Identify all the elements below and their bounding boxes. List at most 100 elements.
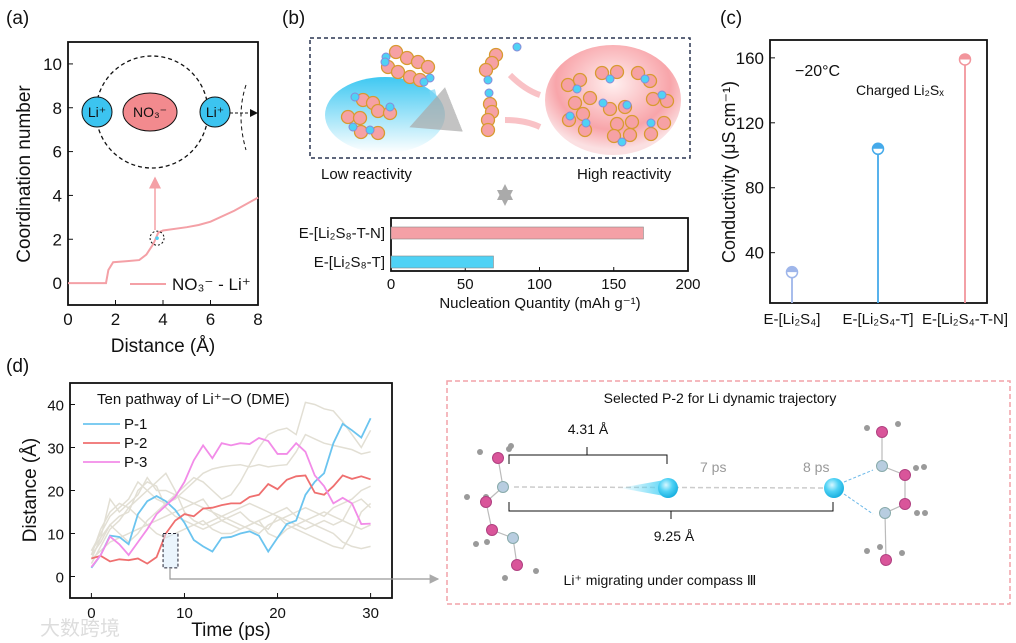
high-reactivity-label: High reactivity: [577, 166, 672, 183]
motion-trail: [620, 479, 670, 497]
reactivity-scheme: Low reactivity High reactivity: [309, 37, 691, 206]
x-tick-label: 20: [269, 605, 286, 622]
marker-half-fill: [786, 266, 798, 273]
hydrogen-atom: [877, 544, 883, 550]
hydrogen-atom: [922, 510, 928, 516]
lithium-bead: [605, 74, 615, 84]
sulfur-bead: [643, 126, 659, 142]
lithium-bead: [581, 118, 591, 128]
trajectory-path: [513, 486, 831, 489]
lithium-bead: [640, 74, 650, 84]
lithium-bead: [598, 98, 608, 108]
lithium-bead: [350, 92, 360, 102]
x-axis-label: Time (ps): [191, 620, 271, 641]
plot-frame: [69, 382, 393, 599]
x-tick-label: 4: [158, 310, 167, 329]
y-tick-label: 2: [53, 230, 62, 249]
hydrogen-atom: [899, 550, 905, 556]
lithium-bead: [419, 77, 429, 87]
sulfur-bead: [656, 115, 672, 131]
y-tick-label: 80: [745, 179, 764, 198]
other-pathway-line: [90, 511, 371, 560]
temperature-note: −20°C: [795, 63, 840, 80]
hydrogen-atom: [921, 464, 927, 470]
oxygen-atom: [899, 498, 911, 510]
time-7ps-label: 7 ps: [700, 459, 726, 475]
category-label: E-[Li₂S₄-T]: [842, 311, 913, 328]
li-ion-right: [199, 96, 231, 128]
x-tick-label: 6: [206, 310, 215, 329]
lithium-bead: [380, 57, 390, 67]
sulfur-bead: [606, 128, 622, 144]
y-tick-label: 6: [53, 143, 62, 162]
sulfur-bead: [390, 64, 406, 80]
oxygen-atom: [899, 469, 911, 481]
bond: [884, 512, 887, 561]
y-tick-label: 0: [53, 274, 62, 293]
hydrogen-atom: [477, 449, 483, 455]
sulfur-bead: [575, 106, 591, 122]
sulfur-bead: [388, 44, 404, 60]
y-tick-label: 0: [56, 570, 64, 587]
oxygen-atom: [486, 524, 498, 536]
trajectory-scheme: Selected P-2 for Li dynamic trajectory 4…: [446, 380, 1011, 605]
selection-window: [162, 533, 179, 569]
panel-label-b: (b): [282, 8, 305, 29]
sulfur-bead: [567, 95, 583, 111]
lithium-bead: [512, 42, 522, 52]
x-tick-label: 200: [675, 276, 700, 293]
bar: [390, 255, 494, 269]
hydrogen-atom: [913, 465, 919, 471]
highlight-point: [155, 236, 159, 240]
sulfur-bead: [622, 127, 638, 143]
x-axis-label: Nucleation Quantity (mAh g⁻¹): [439, 295, 640, 312]
carbon-atom: [876, 460, 888, 472]
sulfur-bead: [594, 65, 610, 81]
inset-solvation-diagram: Li⁺ NO₃⁻ Li⁺: [81, 55, 258, 230]
panel-label-d: (d): [6, 356, 29, 377]
lithium-bead: [646, 118, 656, 128]
sulfur-bead: [340, 109, 356, 125]
y-tick-label: 30: [47, 441, 64, 458]
other-pathway-line: [90, 481, 372, 552]
sulfur-bead: [645, 91, 661, 107]
sulfur-bead: [560, 77, 576, 93]
category-label: E-[Li₂S₄-T-N]: [922, 311, 1008, 328]
y-tick-label: 160: [736, 49, 764, 68]
y-tick-label: 8: [53, 99, 62, 118]
sulfur-bead: [602, 101, 618, 117]
coordination-bond: [843, 493, 874, 515]
lithium-bead: [657, 90, 667, 100]
sulfur-bead: [582, 90, 598, 106]
hydrogen-atom: [508, 443, 514, 449]
y-axis-label: Conductivity (μS cm⁻¹): [719, 81, 739, 263]
sulfur-bead: [624, 114, 640, 130]
long-distance-brace: [508, 502, 834, 519]
y-axis-label: Coordination number: [14, 85, 35, 263]
polysulfide-chains: [340, 42, 675, 147]
x-tick-label: 2: [111, 310, 120, 329]
sulfur-bead: [609, 64, 625, 80]
x-tick-label: 0: [87, 605, 95, 622]
series-line-p-2: [91, 474, 371, 565]
lithium-bead: [572, 84, 582, 94]
watermark: 大数跨境: [40, 617, 120, 640]
carbon-atom: [879, 507, 891, 519]
trajectory-frame: [446, 380, 1011, 605]
series-line: [68, 196, 259, 285]
short-distance-brace: [508, 447, 668, 464]
legend-label: NO₃⁻ - Li⁺: [172, 275, 251, 294]
y-tick-label: 4: [53, 186, 62, 205]
y-tick-label: 10: [47, 527, 64, 544]
y-axis-label: Distance (Å): [20, 438, 41, 543]
hydrogen-atom: [914, 510, 920, 516]
chart-title: Ten pathway of Li⁺−O (DME): [97, 391, 290, 408]
sulfur-bead: [370, 103, 386, 119]
lithium-bead: [483, 75, 493, 85]
bar: [390, 226, 644, 240]
x-tick-label: 0: [63, 310, 72, 329]
hydrogen-atom: [864, 425, 870, 431]
x-tick-label: 0: [387, 276, 395, 293]
nitrate-anion: [122, 92, 178, 132]
sulfur-bead: [609, 116, 625, 132]
